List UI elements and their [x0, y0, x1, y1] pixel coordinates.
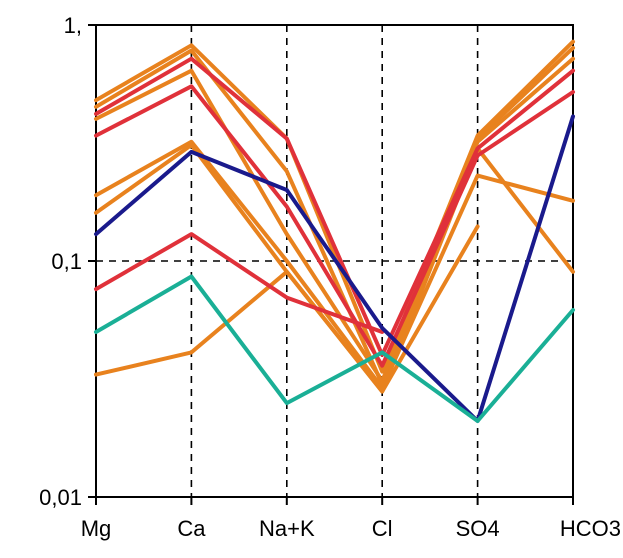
- series-line-9: [94, 232, 385, 334]
- x-tick-label: HCO3: [560, 516, 621, 541]
- y-tick-label: 0,1: [51, 249, 82, 274]
- series-group: [94, 39, 575, 423]
- series-line-1: [94, 39, 575, 374]
- series-line-6: [94, 224, 480, 394]
- series-line-3: [94, 56, 575, 383]
- x-axis-ticks: Mg Ca Na+K Cl SO4 HCO3: [81, 497, 621, 541]
- x-tick-label: Mg: [81, 516, 112, 541]
- x-tick-label: Cl: [372, 516, 393, 541]
- x-tick-label: Na+K: [259, 516, 315, 541]
- y-axis-ticks: 0,01 0,1 1,: [39, 13, 96, 510]
- series-line-4: [94, 139, 575, 390]
- series-line-7: [94, 56, 575, 357]
- x-tick-label: Ca: [177, 516, 206, 541]
- series-line-2: [94, 45, 575, 387]
- series-line-8: [94, 84, 575, 368]
- x-tick-label: SO4: [456, 516, 500, 541]
- series-line-11: [94, 274, 575, 423]
- series-line-10: [94, 114, 575, 423]
- y-tick-label: 0,01: [39, 485, 82, 510]
- y-tick-label: 1,: [64, 13, 82, 38]
